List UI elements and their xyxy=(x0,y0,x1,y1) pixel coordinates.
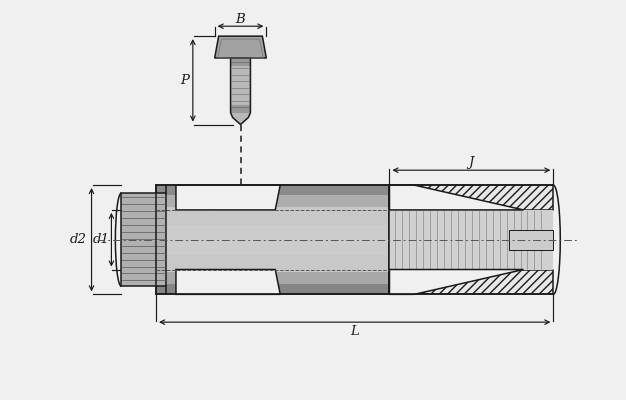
Polygon shape xyxy=(156,284,389,294)
Text: B: B xyxy=(235,13,245,26)
Text: d2: d2 xyxy=(70,233,87,246)
Polygon shape xyxy=(176,185,280,210)
Polygon shape xyxy=(215,36,266,58)
Polygon shape xyxy=(156,225,389,255)
Text: J: J xyxy=(469,156,474,169)
Text: d1: d1 xyxy=(93,233,110,246)
Polygon shape xyxy=(156,195,389,207)
Polygon shape xyxy=(156,185,389,195)
Polygon shape xyxy=(121,193,166,286)
Polygon shape xyxy=(215,36,266,58)
Polygon shape xyxy=(389,270,523,294)
Polygon shape xyxy=(389,185,553,210)
Polygon shape xyxy=(176,270,280,294)
Polygon shape xyxy=(509,230,553,250)
Polygon shape xyxy=(230,105,250,113)
Text: P: P xyxy=(180,74,189,87)
Polygon shape xyxy=(389,185,523,210)
Polygon shape xyxy=(230,58,250,124)
Polygon shape xyxy=(156,272,389,284)
Polygon shape xyxy=(389,270,553,294)
Text: L: L xyxy=(351,324,359,338)
Polygon shape xyxy=(230,58,250,66)
Polygon shape xyxy=(389,210,553,270)
Polygon shape xyxy=(156,185,389,294)
